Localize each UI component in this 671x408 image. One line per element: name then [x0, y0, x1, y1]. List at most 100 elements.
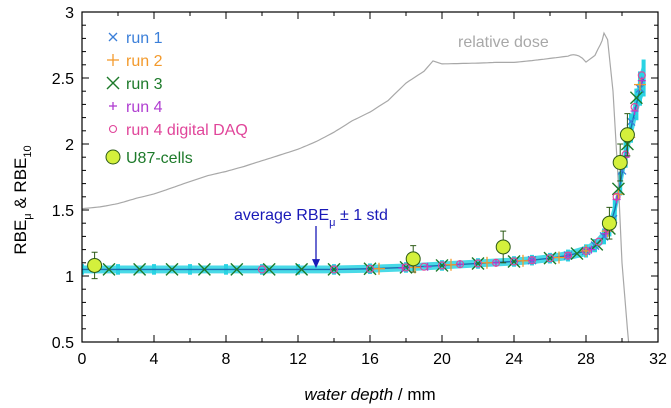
- y-axis-title: RBEμ & RBE10: [11, 145, 34, 254]
- data-point-run4daq: [527, 256, 537, 265]
- marker-stroke: [637, 71, 646, 80]
- marker-stroke: [563, 251, 573, 260]
- data-point-run3: [295, 262, 309, 276]
- y-axis-title-sub2: 10: [22, 145, 34, 157]
- marker-stroke: [108, 32, 118, 42]
- y-tick-label: 0.5: [52, 335, 74, 352]
- data-point-run2: [481, 256, 493, 269]
- data-point-run3: [611, 182, 625, 196]
- data-point-run4daq: [437, 261, 447, 270]
- marker-stroke: [329, 265, 339, 274]
- x-axis-title: water depth / mm: [304, 385, 435, 404]
- legend-label-run4daq: run 4 digital DAQ: [126, 122, 248, 139]
- data-point-run4daq: [401, 263, 411, 272]
- dose-curve: [82, 31, 630, 342]
- x-tick-label: 28: [577, 351, 595, 368]
- series-run4daq: [257, 71, 646, 274]
- marker-stroke: [133, 262, 147, 276]
- marker-stroke: [363, 262, 377, 276]
- data-point-run3: [363, 262, 377, 276]
- marker-stroke: [327, 262, 341, 276]
- marker-stroke: [570, 247, 584, 261]
- marker-stroke: [262, 262, 276, 276]
- x-tick-label: 24: [505, 351, 523, 368]
- data-point-run3: [102, 262, 116, 276]
- data-point-run3: [543, 251, 557, 265]
- data-point-run4daq: [419, 262, 429, 271]
- marker-stroke: [543, 251, 557, 265]
- x-tick-label: 0: [78, 351, 87, 368]
- y-tick-label: 2: [65, 137, 74, 154]
- data-point-run2: [553, 251, 565, 264]
- marker-stroke: [435, 258, 449, 272]
- marker-stroke: [611, 182, 625, 196]
- marker-stroke: [197, 262, 211, 276]
- axes-layer: 0 4 8 12 16 20 24 28 32 0.5 1 1.5 2 2.5 3: [52, 5, 667, 368]
- data-point-run3: [327, 262, 341, 276]
- std-band: [82, 60, 644, 274]
- legend-marker-glyph: [106, 76, 120, 90]
- marker-stroke: [106, 76, 120, 90]
- data-point-u87: [619, 127, 635, 143]
- data-point-run2: [517, 254, 529, 267]
- data-point-run4daq: [509, 257, 519, 266]
- y-axis-title-sub1: μ: [22, 213, 34, 219]
- marker-fill: [612, 154, 628, 170]
- marker-fill: [87, 257, 103, 273]
- legend-marker-run2: [107, 54, 119, 66]
- x-tick-label: 20: [433, 351, 451, 368]
- marker-stroke: [509, 257, 519, 266]
- legend-marker-run1: [108, 32, 118, 42]
- mean-curve: [82, 77, 645, 271]
- y-tick-label: 2.5: [52, 71, 74, 88]
- legend-label-run1: run 1: [126, 30, 163, 47]
- data-point-run4daq: [612, 192, 621, 201]
- legend-marker-glyph: [108, 32, 118, 42]
- data-point-run3: [435, 258, 449, 272]
- legend-marker-u87: [105, 149, 121, 165]
- data-point-run4: [492, 258, 500, 267]
- marker-fill: [619, 127, 635, 143]
- data-point-run3: [570, 247, 584, 261]
- data-point-run4daq: [365, 264, 375, 273]
- average-rbe-label: average RBEμ ± 1 std: [234, 207, 388, 229]
- average-rbe-suffix: ± 1 std: [336, 207, 388, 224]
- marker-stroke: [581, 246, 591, 255]
- data-point-run4daq: [581, 246, 591, 255]
- marker-stroke: [108, 124, 118, 134]
- data-point-run3: [471, 256, 485, 270]
- average-rbe-prefix: average RBE: [234, 207, 329, 224]
- marker-stroke: [491, 258, 501, 267]
- legend-label-run2: run 2: [126, 53, 163, 70]
- legend-entry-run4: run 4: [109, 99, 163, 116]
- runs-layer: [102, 71, 646, 276]
- data-point-u87: [612, 154, 628, 170]
- legend-entry-run4daq: run 4 digital DAQ: [108, 122, 248, 139]
- marker-stroke: [437, 261, 447, 270]
- data-point-run4: [528, 256, 536, 265]
- legend-entry-run3: run 3: [106, 76, 163, 93]
- marker-stroke: [455, 260, 465, 269]
- legend-marker-glyph: [105, 149, 121, 165]
- plot-frame: [81, 11, 659, 343]
- y-tick-label: 3: [65, 5, 74, 22]
- data-point-u87: [405, 251, 421, 267]
- legend-marker-glyph: [109, 102, 117, 110]
- marker-fill: [495, 239, 511, 255]
- data-point-run4daq: [329, 265, 339, 274]
- marker-stroke: [626, 117, 636, 127]
- data-point-run3: [165, 262, 179, 276]
- marker-stroke: [473, 259, 483, 268]
- y-axis-title-mid: &: [11, 193, 30, 214]
- data-point-run4: [637, 76, 646, 85]
- legend-marker-glyph: [107, 54, 119, 66]
- data-point-run2: [373, 262, 385, 275]
- data-point-run3: [262, 262, 276, 276]
- data-point-run4daq: [491, 258, 501, 267]
- data-point-run4daq: [455, 260, 465, 269]
- data-point-run4daq: [257, 265, 267, 274]
- marker-stroke: [165, 262, 179, 276]
- marker-stroke: [507, 254, 521, 268]
- x-tick-label: 4: [150, 351, 159, 368]
- data-point-run4daq: [563, 251, 573, 260]
